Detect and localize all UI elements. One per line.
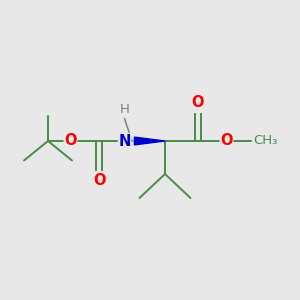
Text: H: H — [120, 103, 129, 116]
Text: O: O — [93, 173, 105, 188]
Text: CH₃: CH₃ — [253, 134, 277, 148]
Text: O: O — [220, 133, 233, 148]
Text: O: O — [64, 133, 77, 148]
Polygon shape — [134, 137, 165, 145]
Text: N: N — [118, 134, 131, 148]
Text: O: O — [192, 95, 204, 110]
